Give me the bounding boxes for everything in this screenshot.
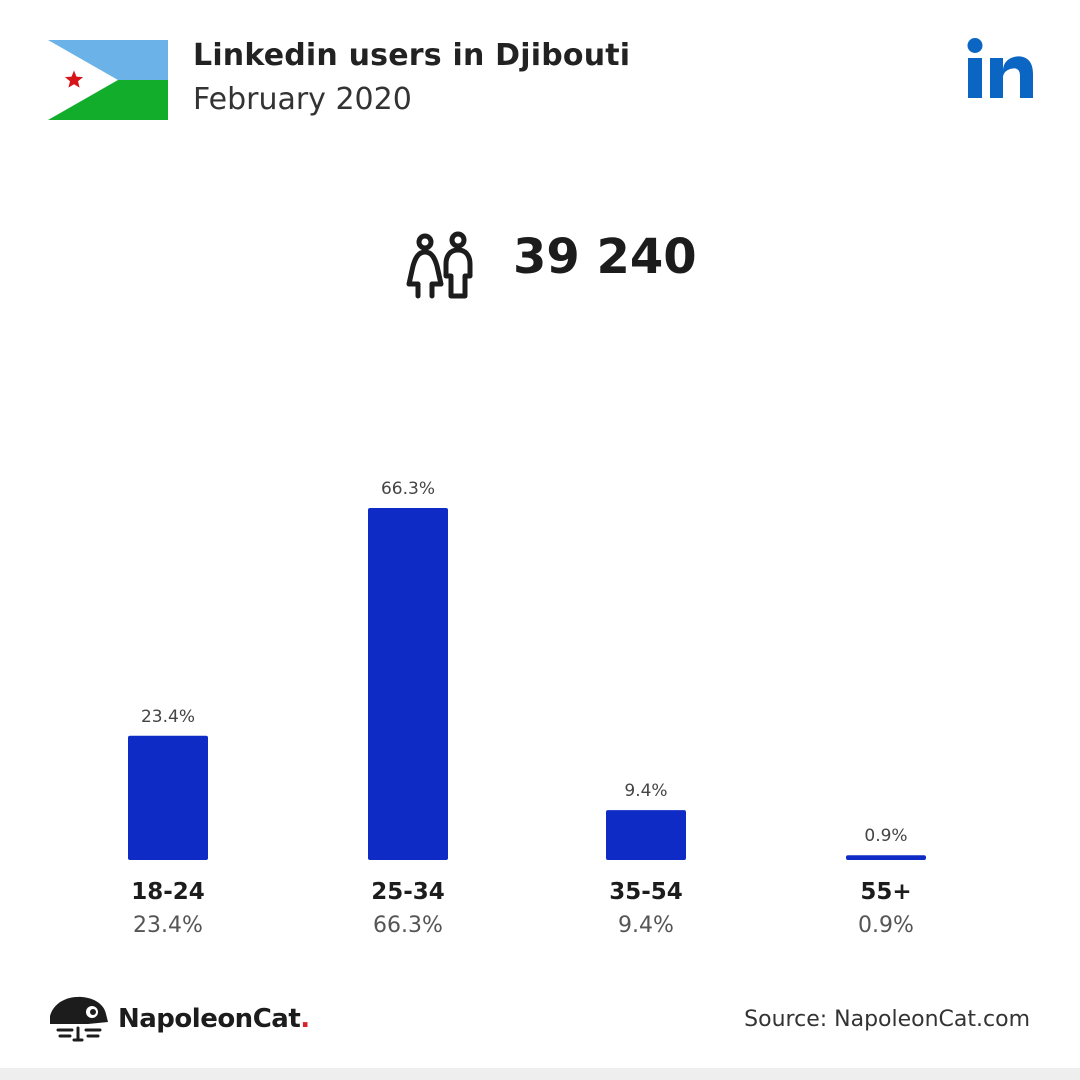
bar-55+ [846, 855, 926, 860]
category-label: 35-54 [609, 879, 683, 905]
bar-value-label: 66.3% [381, 479, 435, 499]
napoleoncat-logo-icon [50, 996, 108, 1042]
category-label: 18-24 [131, 879, 205, 905]
category-percent-label: 0.9% [858, 913, 914, 938]
users-icon [406, 231, 473, 299]
brand-name: NapoleonCat [118, 1004, 301, 1034]
bar-value-label: 23.4% [141, 707, 195, 727]
djibouti-flag [48, 40, 168, 120]
category-percent-label: 66.3% [373, 913, 443, 938]
bar-18-24 [128, 735, 208, 860]
page-subtitle: February 2020 [193, 82, 412, 117]
bar-35-54 [606, 810, 686, 860]
bar-25-34 [368, 508, 448, 860]
brand-dot: . [300, 1004, 310, 1034]
flag-star-icon [64, 70, 84, 88]
age-distribution-chart: 23.4% 18-24 23.4% 66.3% 25-34 66.3% 9.4% 35-54 9… [128, 479, 926, 938]
category-label: 55+ [860, 879, 911, 905]
total-users-value: 39 240 [513, 229, 697, 285]
flag-triangle [48, 40, 118, 120]
page-title: Linkedin users in Djibouti [193, 38, 631, 73]
category-percent-label: 23.4% [133, 913, 203, 938]
napoleoncat-brand: NapoleonCat. [118, 1004, 310, 1034]
linkedin-logo-icon [967, 38, 1033, 98]
source-label: Source: NapoleonCat.com [744, 1007, 1030, 1032]
category-label: 25-34 [371, 879, 445, 905]
bar-value-label: 0.9% [864, 826, 907, 846]
bar-value-label: 9.4% [624, 781, 667, 801]
bottom-strip [0, 1068, 1080, 1080]
category-percent-label: 9.4% [618, 913, 674, 938]
